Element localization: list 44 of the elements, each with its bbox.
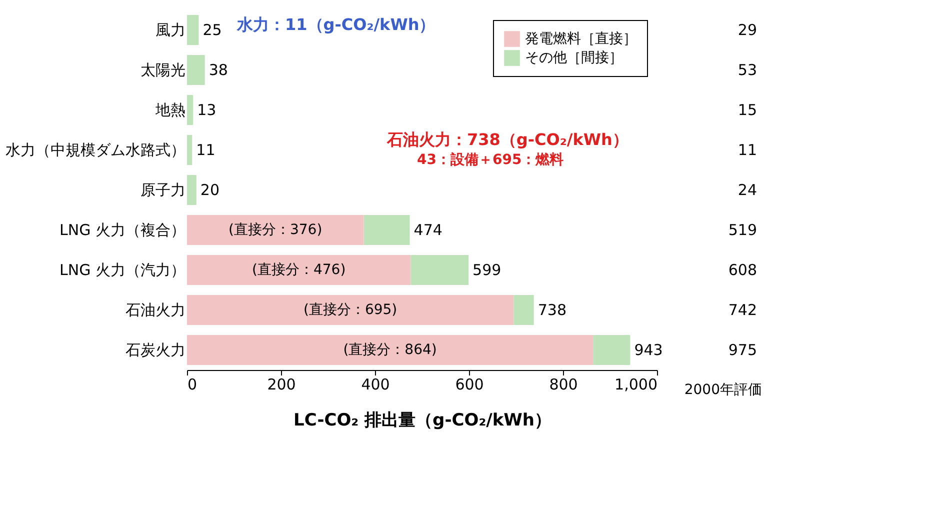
annotation: 43：設備＋695：燃料	[417, 152, 564, 168]
total-label: 474	[414, 221, 442, 239]
data-label: 608	[728, 261, 757, 279]
x-tick-label: 600	[455, 376, 484, 394]
y-tick-label: 太陽光	[140, 61, 186, 79]
x-axis-title: LC-CO₂ 排出量（g-CO₂/kWh）	[293, 410, 552, 430]
y-tick-label: 原子力	[140, 181, 186, 199]
data-label: 29	[738, 21, 757, 39]
y-tick-label: 地熱	[154, 101, 186, 119]
data-label: (直接分：864)	[343, 342, 437, 358]
total-label: 738	[538, 301, 566, 319]
x-tick-label: 0	[188, 376, 198, 394]
total-label: 13	[197, 101, 216, 119]
y-tick-label: 石炭火力	[126, 341, 186, 359]
data-label: 742	[728, 301, 757, 319]
data-label: 24	[738, 181, 757, 199]
y-tick-label: 風力	[156, 21, 186, 39]
data-label: (直接分：695)	[303, 302, 398, 318]
x-tick-label: 1,000	[614, 376, 658, 394]
data-label: 53	[738, 61, 757, 79]
data-label: (直接分：476)	[252, 262, 346, 278]
x-tick-label: 800	[549, 376, 578, 394]
y-tick-label: 石油火力	[126, 301, 186, 319]
y-tick-label: LNG 火力（汽力）	[60, 261, 186, 279]
total-label: 11	[196, 141, 216, 159]
y-tick-label: LNG 火力（複合）	[60, 221, 186, 239]
legend-label: 発電燃料［直接］	[525, 31, 637, 47]
x-tick-label: 200	[267, 376, 296, 394]
text: 2000年評価	[684, 382, 762, 398]
total-label: 38	[208, 61, 228, 79]
data-label: 15	[738, 101, 757, 119]
data-label: 11	[738, 141, 757, 159]
data-label: (直接分：376)	[228, 222, 322, 238]
annotation: 水力：11（g-CO₂/kWh）	[236, 15, 436, 34]
x-tick-label: 400	[361, 376, 390, 394]
data-label: 975	[728, 341, 757, 359]
total-label: 599	[472, 261, 502, 279]
annotation: 石油火力：738（g-CO₂/kWh）	[386, 130, 628, 149]
y-tick-label: 水力（中規模ダム水路式）	[6, 141, 186, 159]
total-label: 25	[202, 21, 222, 39]
data-label: 519	[728, 221, 757, 239]
total-label: 943	[634, 341, 663, 359]
total-label: 20	[200, 181, 220, 199]
legend-label: その他［間接］	[525, 50, 623, 66]
